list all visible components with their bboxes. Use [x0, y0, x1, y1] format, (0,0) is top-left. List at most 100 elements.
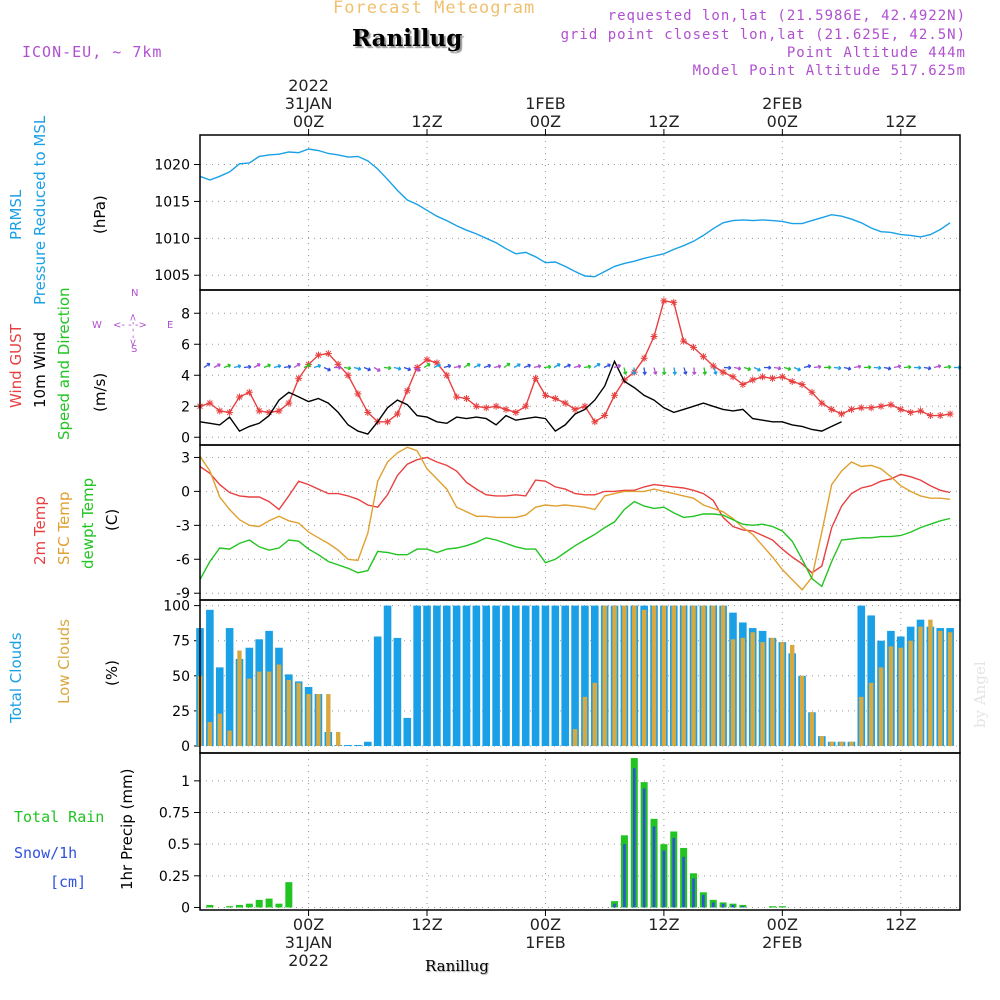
- gust-point: [364, 408, 372, 416]
- wind-dir-arrowhead: [692, 371, 697, 375]
- gust-point: [897, 405, 905, 413]
- wind-dir-arrowhead: [683, 371, 688, 375]
- low-cloud-bar: [326, 694, 331, 746]
- rain-bar: [235, 904, 243, 908]
- total-cloud-bar: [561, 605, 569, 746]
- wind-dir-arrow: [253, 363, 261, 369]
- low-cloud-bar: [760, 642, 765, 746]
- temp-unit: (C): [103, 508, 121, 531]
- t2m-line: [199, 456, 951, 574]
- low-cloud-bar: [681, 605, 686, 746]
- gust-point: [739, 381, 747, 389]
- gust-point: [581, 402, 589, 410]
- total-cloud-bar: [571, 605, 579, 746]
- wind-dir-arrowhead: [642, 371, 647, 375]
- gust-point: [472, 402, 480, 410]
- total-cloud-bar: [433, 605, 441, 746]
- low-cloud-bar: [888, 646, 894, 746]
- wind-dir-arrow: [363, 366, 371, 371]
- snow-bar: [642, 788, 646, 908]
- gust-point: [601, 412, 609, 420]
- rain-bar: [245, 903, 253, 908]
- wind-dir-arrow: [403, 366, 411, 371]
- total-cloud-bar: [206, 609, 214, 746]
- low-cloud-bar: [632, 605, 637, 746]
- model-altitude: Model Point Altitude 517.625m: [692, 63, 966, 79]
- wind-line: [199, 359, 842, 435]
- low-cloud-bar: [612, 605, 617, 746]
- gust-point: [670, 298, 678, 306]
- gust-point: [778, 373, 786, 381]
- low-cloud-bar: [266, 671, 272, 746]
- low-cloud-bar: [720, 605, 726, 746]
- total-cloud-bar: [215, 667, 224, 746]
- low-cloud-bar: [908, 640, 913, 746]
- gust-point: [512, 408, 520, 416]
- wind-dir-arrowhead: [217, 363, 221, 368]
- wind-dir-arrowhead: [847, 366, 852, 371]
- total-cloud-bar: [482, 605, 491, 746]
- wind-dir-arrowhead: [296, 363, 301, 367]
- wind-dir-arrowhead: [227, 363, 232, 368]
- bottom-time-label: 2FEB: [762, 933, 802, 952]
- low-cloud-bar: [572, 729, 578, 746]
- low-cloud-bar: [859, 696, 864, 746]
- dewpt-line: [199, 500, 951, 588]
- top-time-label: 00Z: [293, 112, 324, 131]
- total-cloud-bar: [581, 605, 589, 746]
- gust-point: [749, 376, 757, 384]
- y-tick-label: 4: [181, 368, 190, 384]
- gust-point: [680, 337, 688, 345]
- snow-bar: [662, 850, 666, 908]
- wind-dir-arrow: [813, 365, 822, 369]
- gust-point: [532, 374, 540, 382]
- gust-point: [926, 412, 934, 420]
- y-tick-label: 1005: [154, 268, 190, 284]
- top-time-label: 00Z: [767, 112, 798, 131]
- total-cloud-bar: [541, 605, 550, 746]
- y-tick-label: -3: [176, 518, 190, 534]
- wind-dir-arrowhead: [897, 364, 902, 369]
- panel-frame: [199, 444, 961, 601]
- wind-dir-arrowhead: [277, 364, 282, 369]
- gust-point: [551, 395, 559, 402]
- panel-4: 0 0.25 0.5 0.75 1: [159, 753, 960, 916]
- total-cloud-bar: [383, 605, 392, 746]
- low-cloud-bar: [898, 647, 903, 746]
- wind-dir-arrow: [503, 362, 511, 369]
- gust-point: [946, 410, 954, 418]
- wind-dir-arrowhead: [857, 364, 862, 369]
- wind-dir-arrowhead: [838, 365, 842, 371]
- wind-dir-arrow: [933, 365, 941, 369]
- gust-point: [324, 350, 332, 358]
- wind-dir-arrow: [643, 367, 646, 375]
- total-cloud-bar: [354, 744, 362, 746]
- low-cloud-bar: [819, 736, 825, 746]
- gust-point: [759, 373, 767, 381]
- bottom-time-label: 31JAN: [285, 933, 333, 952]
- y-tick-label: 0: [181, 430, 190, 446]
- gust-point: [255, 407, 263, 415]
- gust-point: [334, 360, 342, 368]
- wind-dir-arrowhead: [327, 367, 331, 372]
- wind-dir-arrowhead: [527, 363, 532, 368]
- pressure-label-prmsl: PRMSL: [7, 189, 25, 240]
- low-cloud-bar: [316, 694, 321, 746]
- gust-point: [393, 410, 401, 418]
- top-time-label: 2022: [288, 76, 329, 95]
- y-tick-label: 1010: [154, 231, 190, 247]
- gust-point: [492, 402, 500, 410]
- cloud-unit: (%): [103, 660, 121, 686]
- low-cloud-bar: [592, 682, 598, 746]
- chart-title: Forecast Meteogram: [333, 0, 536, 18]
- rain-bar: [778, 906, 786, 908]
- wind-dir-arrowhead: [878, 365, 882, 371]
- tsfc-label: SFC Temp: [55, 491, 73, 565]
- y-tick-label: 75: [172, 634, 190, 650]
- gust-point: [798, 381, 806, 389]
- panel-frame: [199, 599, 961, 754]
- gust-point: [314, 351, 322, 359]
- y-tick-label: 0.25: [159, 869, 190, 885]
- wind-dir-arrow: [303, 363, 311, 369]
